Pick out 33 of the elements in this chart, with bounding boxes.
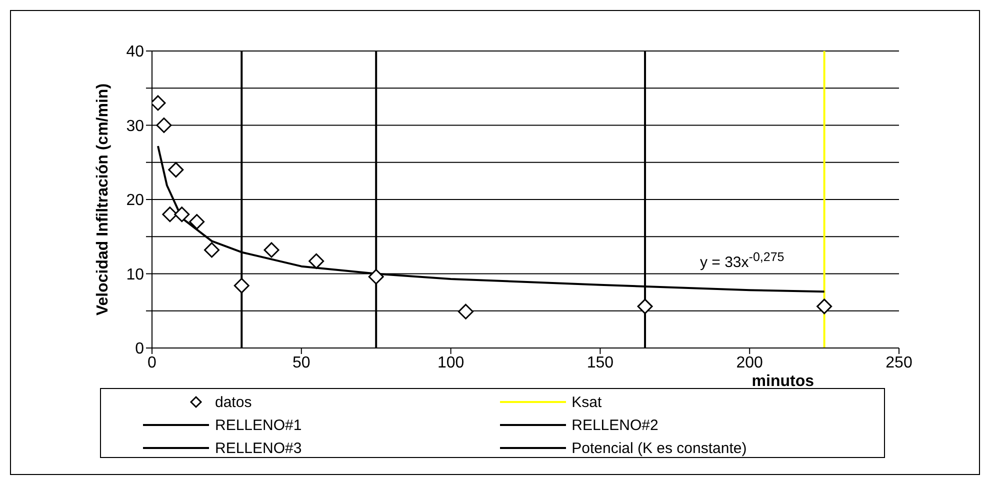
x-tick-label: 50 (292, 354, 310, 372)
point (156, 118, 172, 133)
point (264, 242, 280, 258)
y-tick-label: 30 (126, 118, 144, 135)
x-axis-title: minutos (752, 373, 814, 390)
x-tick-label: 0 (148, 354, 157, 372)
legend-label: datos (215, 394, 252, 410)
y-tick-label: 20 (126, 192, 144, 210)
point (234, 278, 250, 294)
legend-label: Ksat (572, 394, 602, 410)
legend-label: RELLENO#1 (215, 416, 302, 434)
x-tick-label: 250 (886, 354, 912, 372)
point (816, 298, 832, 314)
y-tick-label: 0 (135, 340, 144, 358)
legend-label: RELLENO#3 (215, 440, 302, 456)
annotation: y = 33x$^{-0,275}$ (700, 250, 784, 271)
legend-label: Potencial (K es constante) (572, 440, 747, 456)
point (458, 304, 474, 320)
point (637, 298, 653, 314)
y-tick-label: 40 (126, 44, 144, 61)
y-axis-title: Velocidad Infiltración (cm/min) (94, 83, 112, 316)
legend-label: RELLENO#2 (572, 416, 658, 434)
point (204, 242, 220, 258)
point (308, 253, 324, 269)
x-tick-label: 150 (586, 354, 614, 372)
point (174, 206, 190, 222)
point (368, 268, 384, 284)
x-tick-label: 100 (437, 354, 464, 372)
point (162, 206, 178, 222)
y-tick-label: 10 (126, 266, 144, 284)
point (168, 162, 184, 178)
x-tick-label: 200 (736, 354, 764, 372)
point (189, 214, 205, 230)
